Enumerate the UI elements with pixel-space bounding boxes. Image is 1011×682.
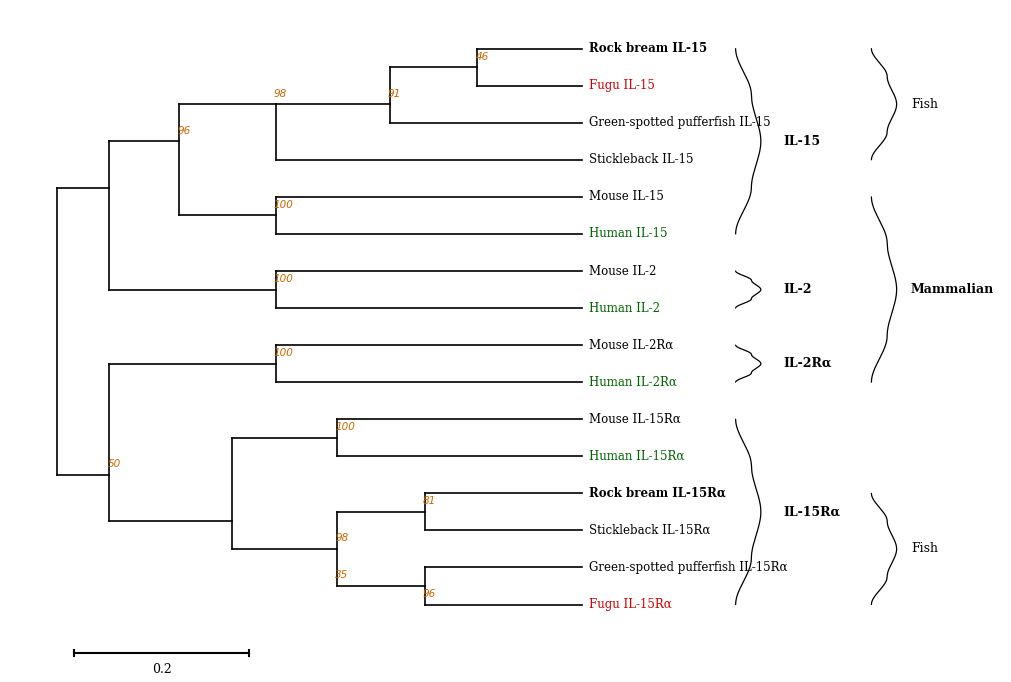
Text: Green-spotted pufferfish IL-15: Green-spotted pufferfish IL-15 [589,116,771,130]
Text: 91: 91 [388,89,401,99]
Text: 100: 100 [274,200,294,210]
Text: Rock bream IL-15Rα: Rock bream IL-15Rα [589,487,726,500]
Text: Stickleback IL-15: Stickleback IL-15 [589,153,694,166]
Text: Rock bream IL-15: Rock bream IL-15 [589,42,708,55]
Text: Stickleback IL-15Rα: Stickleback IL-15Rα [589,524,711,537]
Text: 46: 46 [475,52,488,61]
Text: 100: 100 [274,348,294,358]
Text: Mammalian: Mammalian [911,283,994,296]
Text: Human IL-15Rα: Human IL-15Rα [589,450,684,463]
Text: Human IL-2Rα: Human IL-2Rα [589,376,677,389]
Text: Fugu IL-15Rα: Fugu IL-15Rα [589,598,672,611]
Text: IL-15: IL-15 [784,135,821,148]
Text: 98: 98 [274,89,287,99]
Text: 96: 96 [178,125,191,136]
Text: 50: 50 [107,459,120,469]
Text: Human IL-15: Human IL-15 [589,227,668,241]
Text: Mouse IL-2Rα: Mouse IL-2Rα [589,339,673,352]
Text: IL-2: IL-2 [784,283,812,296]
Text: 0.2: 0.2 [152,663,172,676]
Text: Mouse IL-2: Mouse IL-2 [589,265,657,278]
Text: 96: 96 [423,589,436,599]
Text: Fugu IL-15: Fugu IL-15 [589,79,655,92]
Text: Mouse IL-15Rα: Mouse IL-15Rα [589,413,681,426]
Text: Fish: Fish [911,542,938,555]
Text: IL-15Rα: IL-15Rα [784,505,841,518]
Text: 35: 35 [336,570,349,580]
Text: Fish: Fish [911,98,938,110]
Text: 98: 98 [336,533,349,544]
Text: Human IL-2: Human IL-2 [589,301,660,314]
Text: IL-2Rα: IL-2Rα [784,357,832,370]
Text: Green-spotted pufferfish IL-15Rα: Green-spotted pufferfish IL-15Rα [589,561,788,574]
Text: 100: 100 [336,422,355,432]
Text: 100: 100 [274,274,294,284]
Text: Mouse IL-15: Mouse IL-15 [589,190,664,203]
Text: 81: 81 [423,496,436,506]
